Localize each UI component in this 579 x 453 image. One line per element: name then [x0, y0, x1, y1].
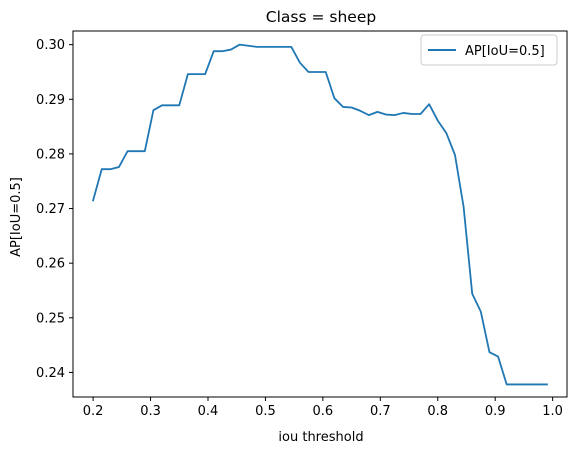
x-tick-label: 0.6 [313, 404, 334, 419]
x-tick-label: 0.7 [370, 404, 391, 419]
x-tick-label: 0.8 [427, 404, 448, 419]
legend-entry-label: AP[IoU=0.5] [465, 44, 545, 59]
axes-frame [72, 30, 568, 398]
x-tick-label: 0.4 [198, 404, 219, 419]
x-axis-label: iou threshold [278, 430, 363, 445]
y-tick-label: 0.29 [36, 93, 65, 108]
plot-area [91, 43, 548, 386]
y-tick-label: 0.24 [36, 366, 65, 381]
y-tick-label: 0.28 [36, 147, 65, 162]
y-tick-label: 0.25 [36, 311, 65, 326]
x-tick-label: 0.5 [255, 404, 276, 419]
x-tick-label: 0.3 [140, 404, 161, 419]
axes: 0.2 0.3 0.4 0.5 0.6 0.7 0.8 0.9 1.0 0.24 0.25 0.26 0… [36, 30, 568, 419]
y-tick-label: 0.30 [36, 38, 65, 53]
legend: AP[IoU=0.5] [420, 34, 558, 66]
chart-title: Class = sheep [266, 8, 376, 26]
x-tick-label: 0.9 [485, 404, 506, 419]
x-tick-label: 0.2 [83, 404, 104, 419]
legend-frame [420, 34, 558, 66]
series-line-0 [91, 43, 548, 386]
x-tick-label: 1.0 [542, 404, 563, 419]
y-tick-label: 0.27 [36, 202, 65, 217]
y-axis-label: AP[IoU=0.5] [9, 177, 24, 257]
y-tick-label: 0.26 [36, 257, 65, 272]
